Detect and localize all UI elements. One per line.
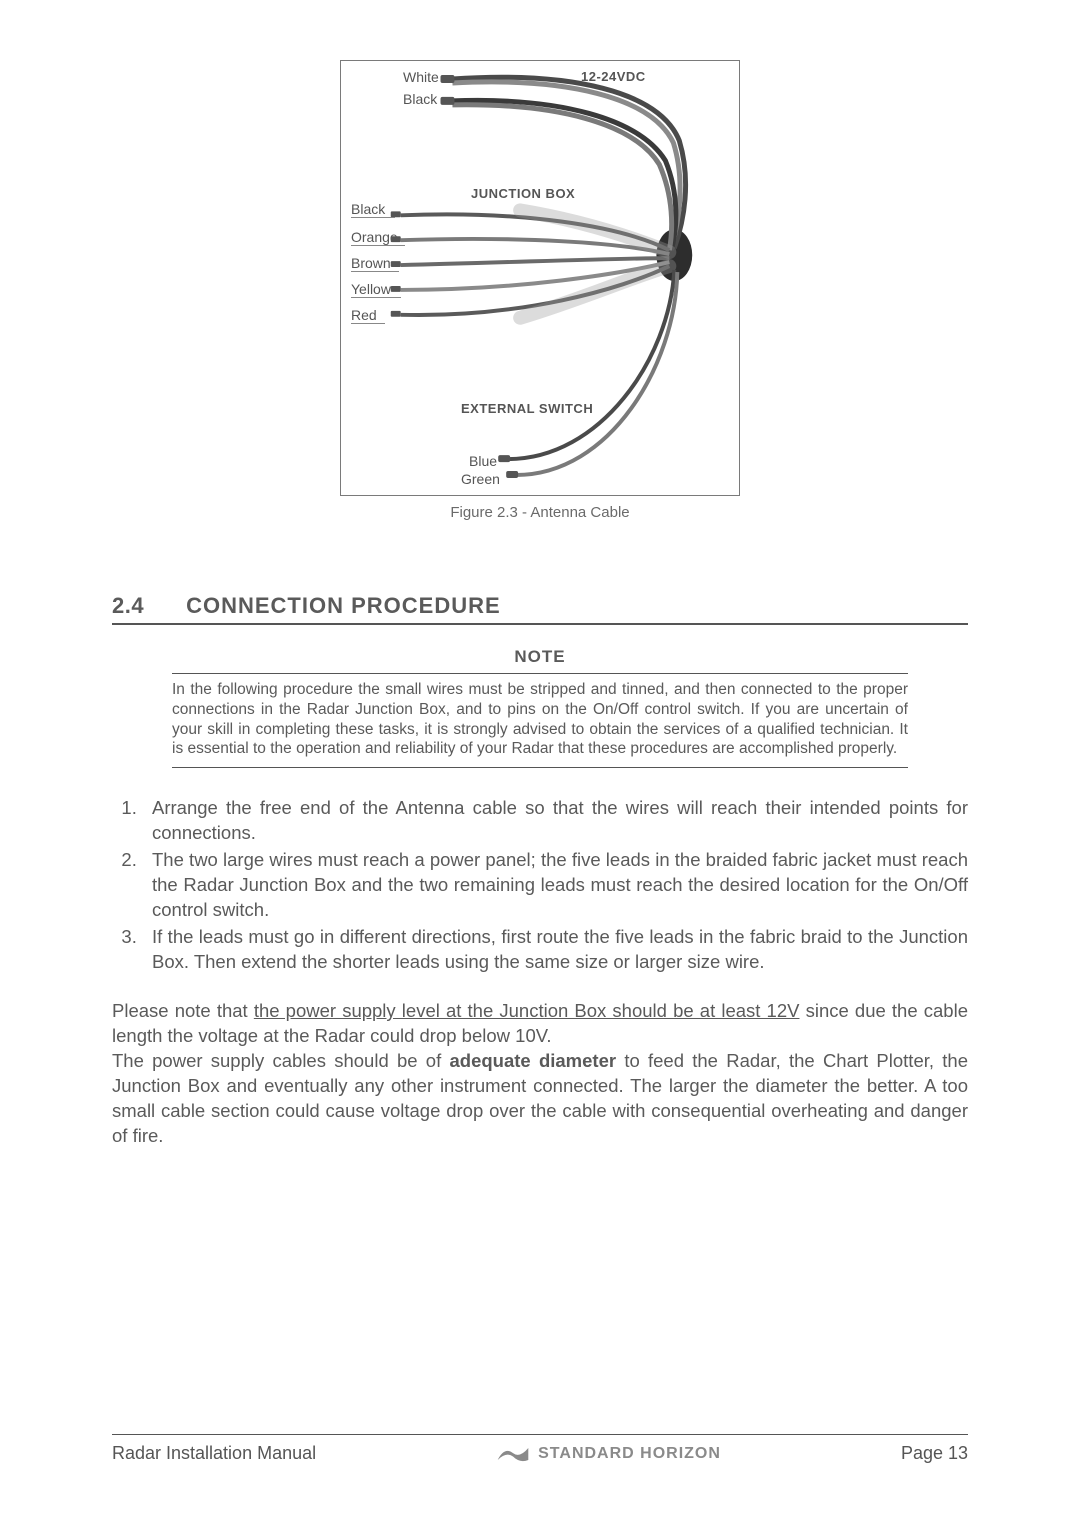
section-heading: 2.4 CONNECTION PROCEDURE (112, 593, 968, 625)
label-junction-box: JUNCTION BOX (471, 186, 575, 201)
list-item: The two large wires must reach a power p… (142, 848, 968, 923)
brand-text: STANDARD HORIZON (538, 1445, 721, 1463)
label-brown: Brown (351, 255, 399, 272)
label-red: Red (351, 307, 385, 324)
note-box: In the following procedure the small wir… (172, 673, 908, 768)
para-text: The power supply cables should be of (112, 1050, 449, 1071)
para-text: Please note that (112, 1000, 254, 1021)
figure-antenna-cable: White Black 12-24VDC JUNCTION BOX Black … (340, 60, 740, 521)
brand-logo-icon (496, 1444, 530, 1464)
note-heading: NOTE (112, 647, 968, 667)
label-external-switch: EXTERNAL SWITCH (461, 401, 593, 416)
list-item: If the leads must go in different direct… (142, 925, 968, 975)
section-title: CONNECTION PROCEDURE (186, 593, 501, 619)
cable-diagram (341, 61, 739, 495)
procedure-list: Arrange the free end of the Antenna cabl… (112, 796, 968, 975)
list-item: Arrange the free end of the Antenna cabl… (142, 796, 968, 846)
para-bold: adequate diameter (449, 1050, 616, 1071)
page-footer: Radar Installation Manual STANDARD HORIZ… (112, 1434, 968, 1464)
label-white: White (403, 69, 439, 85)
figure-box: White Black 12-24VDC JUNCTION BOX Black … (340, 60, 740, 496)
label-yellow: Yellow (351, 281, 401, 298)
para-underline: the power supply level at the Junction B… (254, 1000, 800, 1021)
footer-right: Page 13 (901, 1443, 968, 1464)
label-voltage: 12-24VDC (581, 69, 646, 84)
label-green: Green (461, 471, 500, 487)
label-orange: Orange (351, 229, 405, 246)
label-black-mid: Black (351, 201, 395, 218)
label-black-top: Black (403, 91, 437, 107)
figure-caption: Figure 2.3 - Antenna Cable (340, 504, 740, 521)
section-number: 2.4 (112, 593, 144, 619)
label-blue: Blue (469, 453, 497, 469)
footer-brand: STANDARD HORIZON (496, 1444, 721, 1464)
closing-paragraph: Please note that the power supply level … (112, 999, 968, 1149)
footer-left: Radar Installation Manual (112, 1443, 316, 1464)
